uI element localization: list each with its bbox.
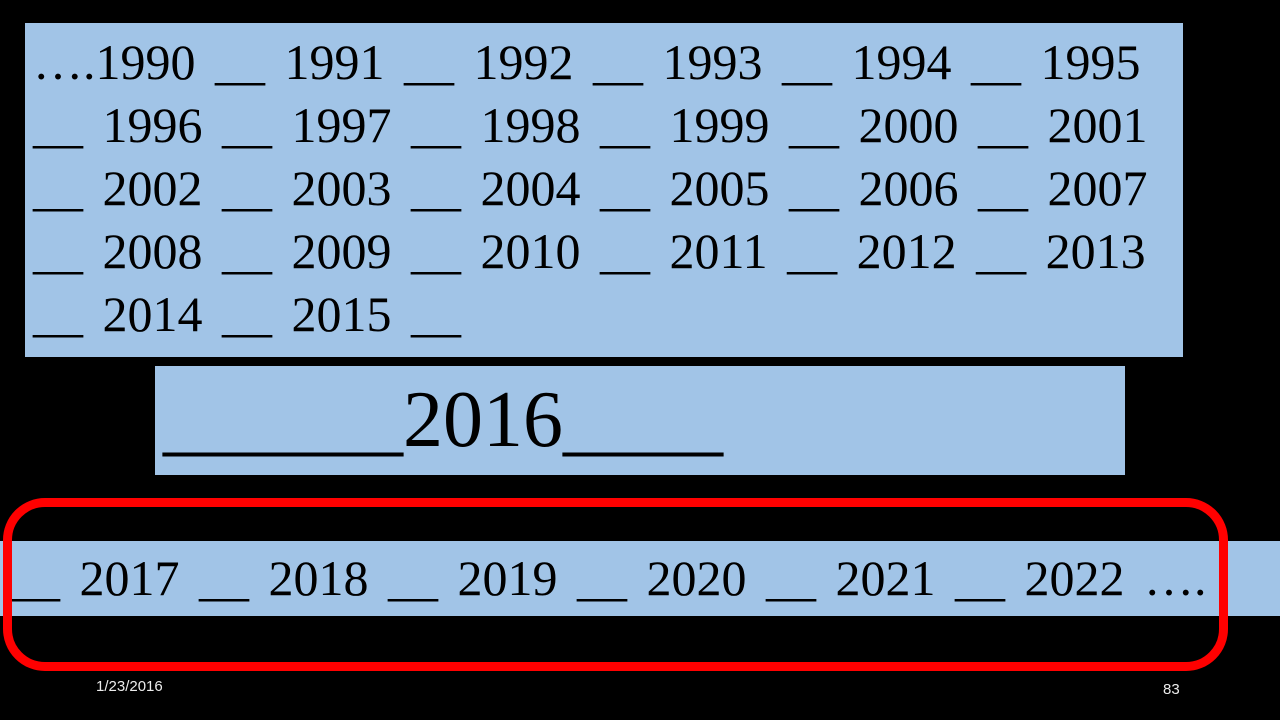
current-year-box: ______2016____ — [155, 366, 1125, 475]
years-line-1: ….1990 __ 1991 __ 1992 __ 1993 __ 1994 _… — [33, 34, 1141, 90]
footer-date: 1/23/2016 — [96, 678, 163, 695]
past-years-box: ….1990 __ 1991 __ 1992 __ 1993 __ 1994 _… — [25, 23, 1183, 357]
years-line-5: __ 2014 __ 2015 __ — [33, 286, 461, 342]
current-year-text: ______2016____ — [163, 376, 723, 464]
future-years-strip: __ 2017 __ 2018 __ 2019 __ 2020 __ 2021 … — [0, 541, 1280, 616]
years-line-3: __ 2002 __ 2003 __ 2004 __ 2005 __ 2006 … — [33, 160, 1148, 216]
years-line-4: __ 2008 __ 2009 __ 2010 __ 2011 __ 2012 … — [33, 223, 1146, 279]
future-years-text: __ 2017 __ 2018 __ 2019 __ 2020 __ 2021 … — [10, 550, 1207, 606]
years-line-2: __ 1996 __ 1997 __ 1998 __ 1999 __ 2000 … — [33, 97, 1148, 153]
highlight-outline — [3, 498, 1228, 671]
slide-number: 83 — [1163, 681, 1180, 698]
